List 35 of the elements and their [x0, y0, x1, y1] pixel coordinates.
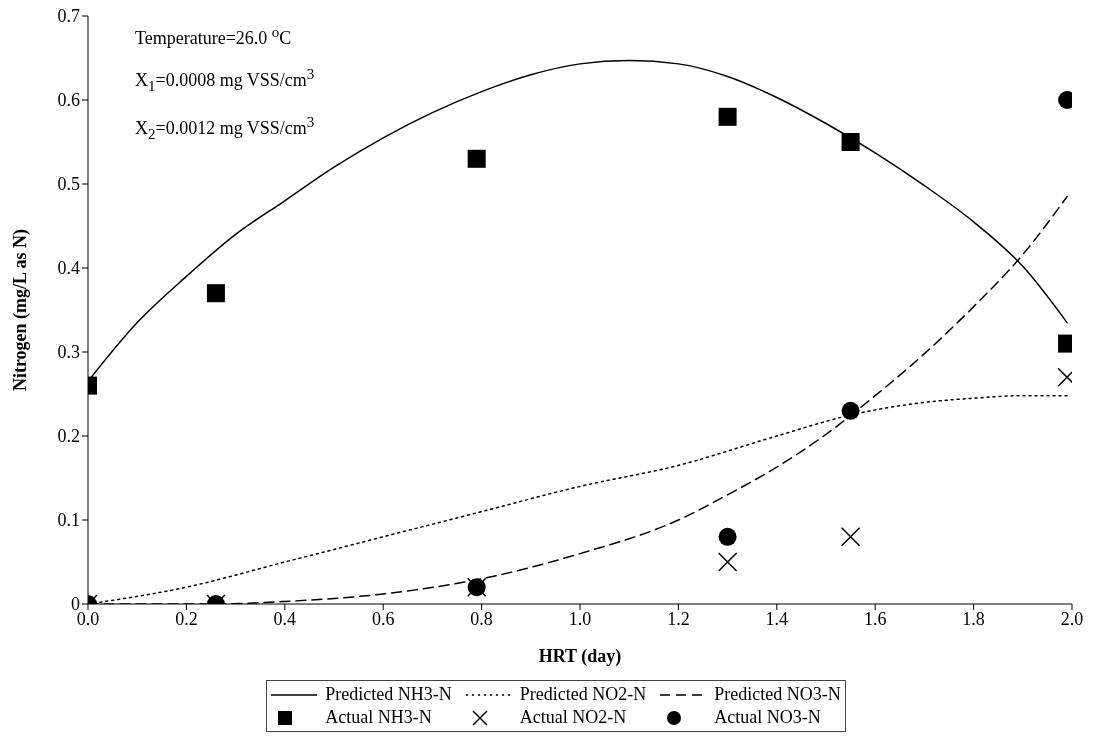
annotation: X$_{2}$=0.0012 mg VSS/cm$^{3}$: [135, 112, 315, 144]
x-tick-label: 1.8: [962, 608, 985, 629]
y-axis-title: Nitrogen (mg/L as N): [10, 228, 32, 392]
point: [717, 552, 738, 572]
annotation: X$_{1}$=0.0008 mg VSS/cm$^{3}$: [135, 65, 315, 96]
point: [718, 107, 737, 126]
y-tick-label: 0.4: [57, 258, 80, 279]
point: [841, 401, 860, 420]
legend-label: Actual NH3-N: [325, 707, 432, 728]
y-tick-label: 0.6: [57, 90, 80, 111]
x-tick-label: 1.4: [765, 608, 789, 629]
x-tick-label: 1.0: [568, 608, 592, 629]
legend-label: Predicted NO2-N: [519, 684, 647, 705]
point: [718, 527, 737, 546]
y-tick-label: 0.1: [57, 510, 80, 531]
x-tick-label: 2.0: [1060, 608, 1084, 629]
x-tick-label: 0.6: [371, 608, 395, 629]
point: [467, 149, 486, 168]
x-axis-title: HRT (day): [538, 646, 622, 667]
x-tick-label: 1.6: [863, 608, 887, 629]
legend-label: Actual NO3-N: [714, 707, 821, 728]
x-tick-label: 0.4: [273, 608, 297, 629]
legend-label: Predicted NO3-N: [714, 684, 841, 705]
legend-label: Actual NO2-N: [519, 707, 627, 728]
y-tick-label: 0.3: [57, 342, 80, 363]
point: [841, 133, 860, 151]
y-tick-label: 0.2: [57, 426, 80, 447]
x-tick-label: 0.8: [470, 608, 493, 629]
y-tick-label: 0.7: [57, 6, 80, 27]
y-tick-label: 0.5: [57, 174, 80, 195]
x-tick-label: 1.2: [667, 608, 690, 629]
annotation: Temperature=26.0 $^{o}$C: [135, 23, 293, 50]
point: [840, 527, 861, 547]
x-tick-label: 0.2: [175, 608, 198, 629]
legend-label: Predicted NH3-N: [325, 684, 452, 705]
